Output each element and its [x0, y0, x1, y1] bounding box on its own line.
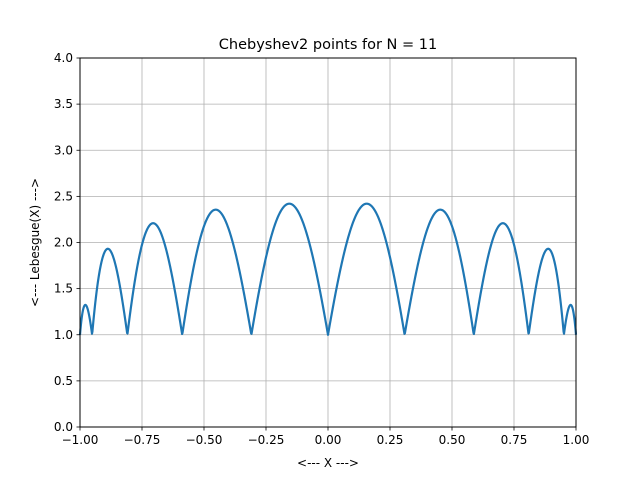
y-tick-label: 0.5 — [54, 374, 73, 388]
x-tick-label: 1.00 — [563, 433, 590, 447]
y-tick-label: 3.5 — [54, 97, 73, 111]
x-tick-label: 0.00 — [315, 433, 342, 447]
y-tick-label: 0.0 — [54, 420, 73, 434]
y-tick-label: 3.0 — [54, 143, 73, 157]
series-layer — [78, 202, 578, 336]
y-tick-label: 2.5 — [54, 189, 73, 203]
y-tick-label: 1.5 — [54, 282, 73, 296]
x-axis: −1.00 −0.75 −0.50 −0.25 0.00 0.25 0.50 0.75 1.00 — [62, 427, 590, 447]
y-tick-label: 2.0 — [54, 236, 73, 250]
x-tick-label: 0.50 — [439, 433, 466, 447]
y-tick-label: 1.0 — [54, 328, 73, 342]
series-line — [78, 202, 578, 336]
x-tick-label: −0.25 — [248, 433, 285, 447]
x-tick-label: −0.75 — [124, 433, 161, 447]
y-axis: 0.0 0.5 1.0 1.5 2.0 2.5 3.0 3.5 4.0 — [54, 51, 80, 434]
x-tick-label: 0.75 — [501, 433, 528, 447]
y-tick-label: 4.0 — [54, 51, 73, 65]
x-tick-label: −1.00 — [62, 433, 99, 447]
x-axis-label: <--- X ---> — [297, 456, 359, 470]
chart-title: Chebyshev2 points for N = 11 — [219, 37, 437, 53]
x-tick-label: −0.50 — [186, 433, 223, 447]
y-axis-label: <--- Lebesgue(X) ---> — [28, 178, 42, 307]
x-tick-label: 0.25 — [377, 433, 404, 447]
